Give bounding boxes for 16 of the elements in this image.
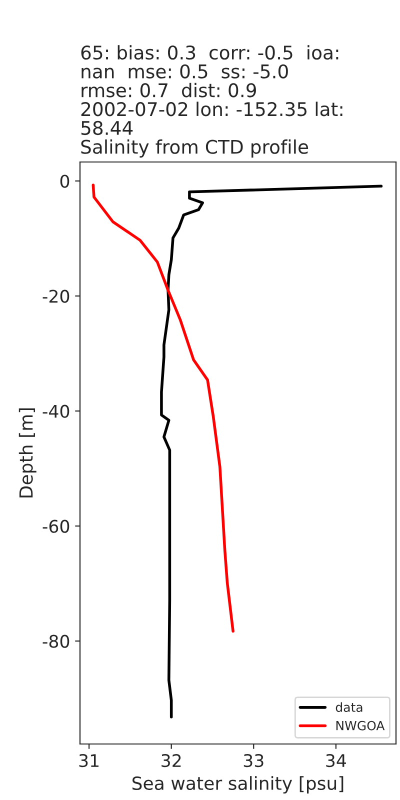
y-axis-title: Depth [m] [18,408,36,498]
x-tick-label: 33 [244,754,264,768]
y-tick-label: -80 [42,634,70,648]
line-series [160,184,383,718]
y-tick-label: 0 [60,174,70,188]
y-tick-label: -60 [42,520,70,533]
legend-label: data [336,702,362,712]
x-axis-title: Sea water salinity [psu] [132,776,344,794]
y-tick-label: -20 [42,290,70,303]
line-series [92,184,234,633]
y-tick-label: -40 [42,404,70,418]
legend-label: NWGOA [336,720,385,730]
x-tick-label: 34 [326,754,346,768]
x-tick-label: 32 [162,754,181,768]
chart-title: 65: bias: 0.3 corr: -0.5 ioa: nan mse: 0.5 ss: -5.0 rmse: 0.7 dist: 0.9 2002-07-02 lon: -152.35 lat: 58.44 Salinity from CTD profile [81,45,342,158]
x-tick-label: 31 [79,754,98,768]
